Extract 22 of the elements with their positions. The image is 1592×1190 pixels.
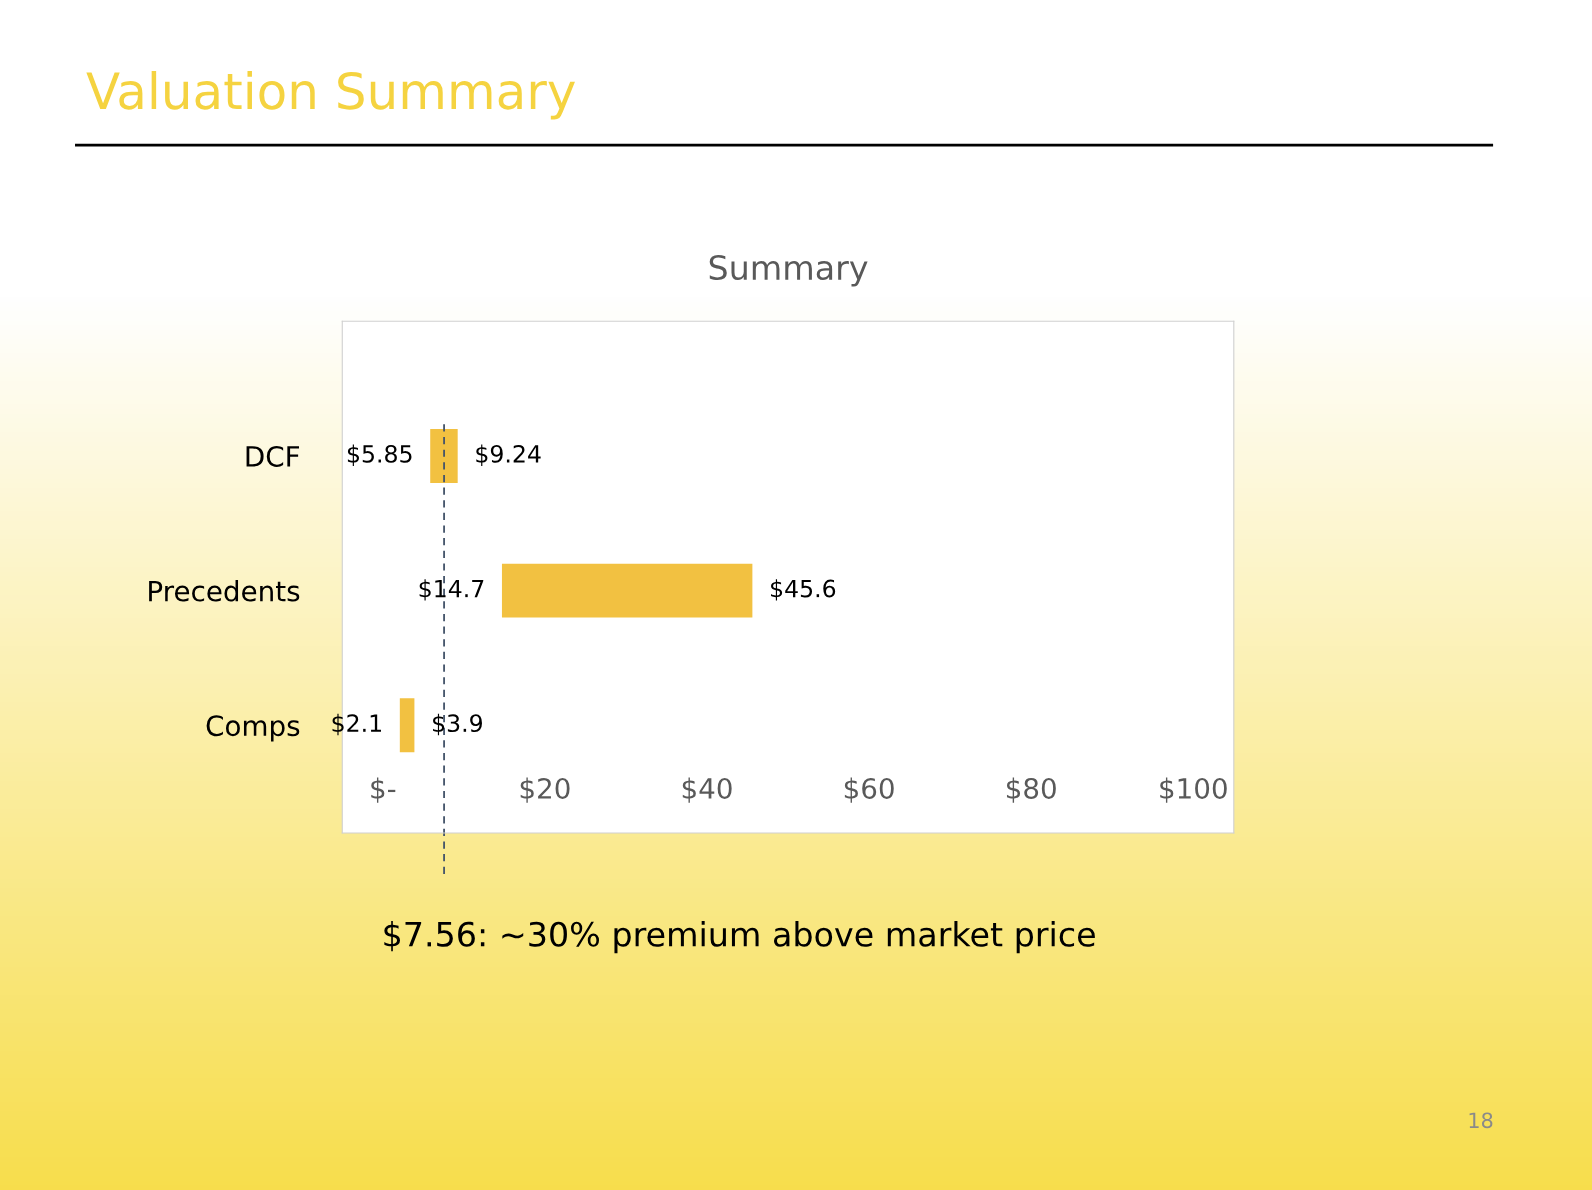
ref-line-label: $7.56: ~30% premium above market price (384, 921, 1095, 954)
chart-subtitle: Summary (709, 254, 868, 287)
annotation: $14.7 (419, 579, 484, 601)
x-tick-label: $80 (1006, 777, 1056, 803)
annotation: $9.24 (476, 444, 541, 466)
bar (501, 563, 753, 618)
annotation: $3.9 (433, 713, 482, 736)
y-tick-label: Precedents (149, 580, 300, 602)
text: 18 (1469, 1112, 1493, 1129)
bar (399, 698, 415, 753)
x-tick-label: $- (371, 777, 396, 803)
y-tick-label: Comps (206, 715, 300, 742)
x-tick-label: $40 (682, 777, 732, 803)
x-tick-label: $20 (520, 777, 570, 803)
bar (430, 429, 458, 483)
y-tick-label: DCF (246, 445, 299, 467)
chart-title: Valuation Summary (86, 71, 575, 120)
x-tick-label: $100 (1160, 777, 1227, 803)
annotation: $45.6 (771, 579, 836, 601)
x-tick-label: $60 (844, 777, 894, 803)
annotation: $2.1 (332, 713, 381, 736)
annotation: $5.85 (347, 444, 412, 466)
